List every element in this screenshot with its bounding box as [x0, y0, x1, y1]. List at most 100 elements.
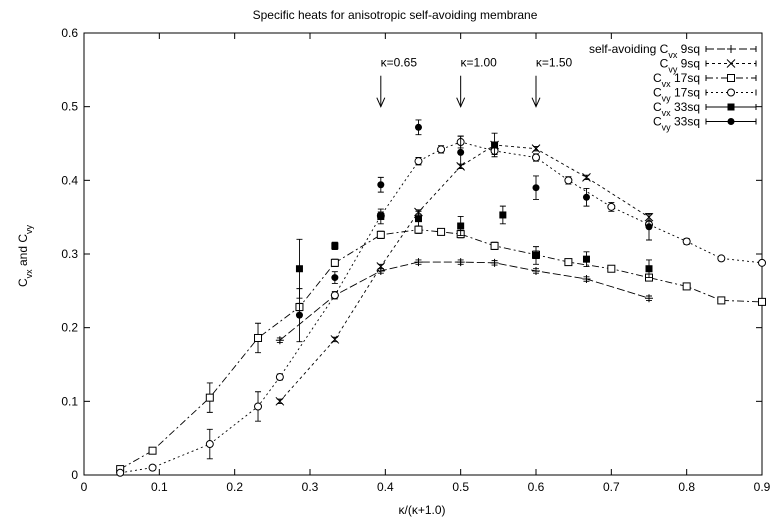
cross-marker [531, 144, 541, 154]
open-circle-marker [727, 88, 735, 97]
x-axis-label: κ/(κ+1.0) [398, 503, 445, 517]
series-4 [116, 135, 766, 477]
filled-circle-marker [414, 123, 422, 131]
plus-marker [727, 45, 735, 53]
text-part: vx [662, 108, 672, 118]
text-part: 9sq [677, 57, 700, 71]
series-layer [116, 119, 766, 477]
arrow-head [531, 97, 541, 108]
filled-square-marker [491, 141, 499, 149]
x-tick-label: 0.6 [528, 480, 545, 494]
y-tick-label: 0.5 [61, 100, 78, 114]
cross-marker [275, 396, 285, 406]
text-part: 9sq [677, 42, 700, 56]
x-tick-label: 0.2 [226, 480, 243, 494]
open-circle-marker [254, 402, 263, 411]
plus-marker [414, 258, 423, 267]
series-line [119, 229, 763, 470]
filled-circle-marker [645, 223, 653, 231]
filled-square-marker [645, 265, 653, 273]
filled-circle-marker [331, 274, 339, 282]
open-circle-marker [532, 153, 540, 162]
open-square-marker [254, 333, 263, 342]
open-circle-marker [437, 145, 446, 154]
filled-square-marker [414, 215, 422, 223]
text-part: vy [662, 123, 672, 133]
open-square-marker [205, 393, 214, 402]
kappa-annotation: κ=0.65 [381, 55, 418, 69]
series-2 [275, 140, 654, 406]
legend-errorbar-caps [705, 89, 757, 96]
y-tick-label: 0.4 [61, 173, 78, 187]
legend-errorbar-caps [705, 46, 757, 52]
series-line [120, 141, 763, 474]
series-3 [116, 225, 766, 474]
filled-square-marker [582, 255, 590, 263]
y-tick-label: 0.3 [61, 247, 78, 261]
open-square-marker [148, 446, 157, 455]
text-part: C [653, 71, 662, 85]
legend-errorbar-caps [705, 60, 757, 67]
legend-label: self-avoiding Cvx 9sq [589, 42, 700, 60]
filled-square-marker [377, 212, 385, 220]
plus-marker [645, 294, 653, 303]
y-tick-label: 0.1 [61, 394, 78, 408]
text-part: 17sq [671, 71, 700, 85]
plus-marker [490, 258, 499, 267]
kappa-annotation: κ=1.50 [536, 55, 573, 69]
filled-square-marker [295, 265, 303, 273]
open-square-marker [682, 282, 691, 291]
x-tick-label: 0.9 [754, 480, 771, 494]
filled-square-marker [499, 211, 507, 219]
text-part: vy [662, 94, 672, 104]
legend-errorbar-caps [705, 75, 757, 81]
open-circle-marker [414, 157, 423, 166]
text-part: vx [668, 50, 678, 60]
filled-circle-marker [727, 118, 735, 125]
legend-label: Cvy 17sq [653, 86, 700, 104]
text-part: vx [662, 79, 672, 89]
text-part: C [653, 86, 662, 100]
y-tick-label: 0.2 [61, 321, 78, 335]
series-6 [295, 119, 653, 343]
open-square-marker [717, 296, 726, 305]
cross-marker [376, 262, 386, 271]
axis-ticks: 0 0.1 0.2 0.3 0.4 0.5 0.6 0.7 0.8 0.9 0 0.1 0.2 0.3 0.… [61, 26, 770, 494]
filled-circle-marker [582, 193, 590, 201]
legend-label: Cvy 33sq [653, 115, 700, 133]
filled-square-marker [457, 222, 465, 230]
filled-circle-marker [532, 184, 540, 192]
open-circle-marker [607, 202, 616, 211]
text-part: C [653, 100, 662, 114]
series-5 [295, 132, 653, 299]
text-part: 33sq [671, 100, 700, 114]
text-part: self-avoiding C [589, 42, 669, 56]
legend-errorbar-caps [705, 118, 757, 125]
open-square-marker [376, 230, 385, 239]
open-circle-marker [682, 237, 691, 246]
filled-square-marker [532, 251, 540, 259]
chart-title: Specific heats for anisotropic self-avoi… [253, 8, 538, 22]
x-tick-label: 0.8 [678, 480, 695, 494]
x-tick-label: 0.7 [603, 480, 620, 494]
open-circle-marker [116, 468, 125, 477]
open-square-marker [607, 264, 616, 273]
filled-circle-marker [377, 181, 385, 189]
series-1 [275, 258, 653, 345]
text-part: C [660, 57, 669, 71]
open-circle-marker [148, 463, 157, 472]
x-tick-label: 0.4 [377, 480, 394, 494]
open-circle-marker [758, 258, 766, 267]
cross-marker [330, 335, 340, 344]
cross-marker [726, 59, 736, 68]
text-part: vy [668, 65, 678, 75]
open-square-marker [564, 258, 573, 267]
plus-marker [532, 266, 540, 275]
filled-square-marker [331, 242, 339, 250]
open-circle-marker [564, 176, 573, 185]
legend-label: Cvx 33sq [653, 100, 700, 118]
plus-marker [456, 258, 465, 267]
open-square-marker [758, 297, 766, 306]
